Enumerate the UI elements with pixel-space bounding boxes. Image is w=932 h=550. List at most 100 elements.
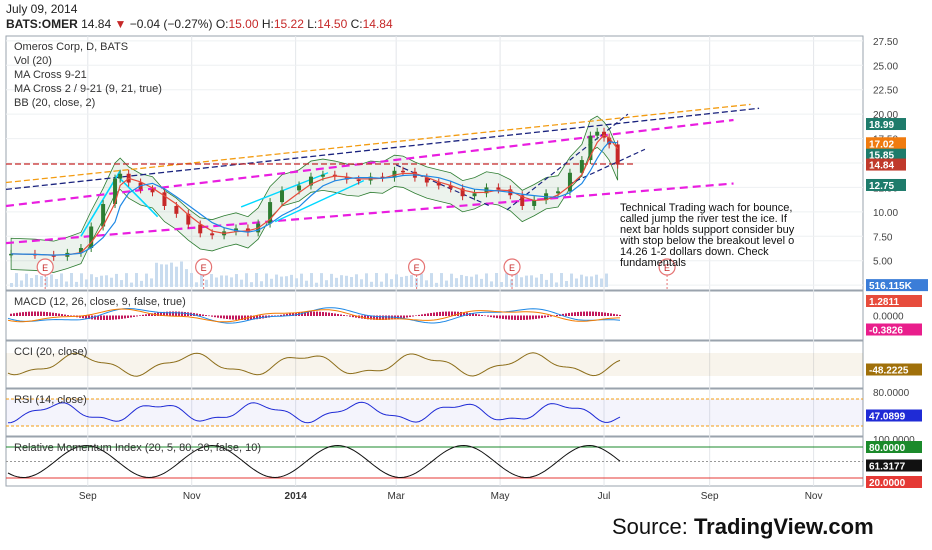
volume-bar [145, 273, 148, 287]
candle-body [588, 135, 593, 161]
volume-bar [60, 273, 63, 287]
volume-bar [245, 273, 248, 287]
value-label: -0.3826 [869, 326, 903, 337]
macd-histogram-bar [40, 311, 42, 316]
macd-histogram-bar [181, 311, 183, 316]
macd-histogram-bar [385, 315, 387, 320]
volume-bar [570, 273, 573, 287]
macd-histogram-bar [376, 315, 378, 320]
macd-histogram-bar [163, 311, 165, 316]
macd-histogram-bar [400, 315, 402, 319]
macd-histogram-bar [313, 311, 315, 316]
volume-bar [215, 277, 218, 287]
macd-histogram-bar [346, 315, 348, 317]
annotation-line: called jump the river test the ice. If [620, 213, 788, 225]
macd-histogram-bar [421, 314, 423, 316]
volume-bar [65, 281, 68, 287]
macd-histogram-bar [112, 315, 114, 320]
macd-histogram-bar [619, 314, 621, 316]
volume-bar [565, 280, 568, 287]
macd-histogram-bar [235, 315, 237, 320]
price-label: 12.75 [869, 181, 894, 192]
volume-bar [305, 280, 308, 287]
open-label: O: [215, 17, 229, 31]
candle-body [9, 253, 14, 256]
candle-body [268, 202, 273, 224]
candle-body [356, 179, 361, 182]
macd-histogram-bar [172, 311, 174, 316]
volume-bar [200, 273, 203, 287]
annotation-line: next bar holds support consider buy [620, 224, 795, 236]
symbol[interactable]: BATS:OMER [6, 17, 78, 31]
macd-histogram-bar [610, 313, 612, 316]
macd-histogram-bar [382, 315, 384, 320]
macd-histogram-bar [442, 311, 444, 316]
price-label-box [866, 178, 906, 191]
candle-body [320, 174, 325, 177]
macd-histogram-bar [85, 315, 87, 319]
value-label-box [866, 323, 922, 336]
macd-histogram-bar [28, 311, 30, 316]
candle-body [150, 189, 155, 193]
macd-histogram-bar [475, 313, 477, 316]
candle-body [579, 160, 584, 173]
macd-histogram-bar [214, 315, 216, 318]
volume-bar [460, 274, 463, 287]
x-tick-label: Mar [388, 491, 406, 502]
macd-histogram-bar [520, 315, 522, 320]
macd-histogram-bar [490, 315, 492, 318]
macd-histogram-bar [328, 312, 330, 316]
volume-bar [270, 278, 273, 287]
macd-histogram-bar [280, 314, 282, 316]
volume-bar [550, 273, 553, 287]
candle-body [51, 254, 56, 257]
y-tick-label: 5.00 [873, 257, 893, 268]
macd-histogram-bar [493, 315, 495, 318]
volume-bar [155, 262, 158, 287]
trendline-blue-4 [567, 148, 646, 186]
trendline-magenta-upper [5, 118, 734, 208]
macd-histogram-bar [403, 315, 405, 319]
volume-bar [370, 281, 373, 287]
value-label-box [866, 363, 922, 376]
volume-bar [235, 274, 238, 287]
y-tick-label: 100.0000 [873, 435, 915, 446]
close-label: C: [350, 17, 363, 31]
macd-histogram-bar [337, 313, 339, 316]
candle-body [380, 176, 385, 179]
macd-histogram-bar [10, 313, 12, 316]
volume-bar [80, 273, 83, 287]
volume-bar [165, 264, 168, 287]
x-tick-label: 2014 [285, 491, 308, 502]
macd-histogram-bar [55, 313, 57, 316]
macd-histogram-bar [43, 311, 45, 316]
volume-bar [515, 274, 518, 287]
value-label-box [866, 409, 922, 422]
macd-histogram-bar [310, 311, 312, 316]
macd-histogram-bar [424, 313, 426, 316]
high-value: 15.22 [273, 17, 304, 31]
macd-histogram-bar [316, 311, 318, 316]
chart-area[interactable]: SepNov2014MarMayJulSepNov2.505.007.5010.… [0, 0, 932, 510]
macd-histogram-bar [418, 314, 420, 316]
macd-histogram-bar [16, 312, 18, 316]
macd-histogram-bar [454, 311, 456, 316]
volume-bar [290, 274, 293, 287]
macd-histogram-bar [604, 312, 606, 316]
volume-bar [10, 283, 13, 287]
volume-bar [360, 279, 363, 287]
candle-body [472, 193, 477, 197]
macd-histogram-bar [319, 311, 321, 316]
macd-histogram-bar [169, 311, 171, 316]
macd-histogram-bar [13, 313, 15, 316]
volume-bar [380, 281, 383, 287]
volume-bar [575, 278, 578, 287]
volume-bar [510, 279, 513, 287]
value-label-box [866, 295, 922, 307]
volume-bar [490, 281, 493, 287]
volume-bar [605, 273, 608, 287]
macd-histogram-bar [370, 315, 372, 320]
macd-histogram-bar [331, 313, 333, 316]
annotation-line: with stop below the breakout level o [619, 235, 794, 247]
macd-histogram-bar [511, 315, 513, 320]
